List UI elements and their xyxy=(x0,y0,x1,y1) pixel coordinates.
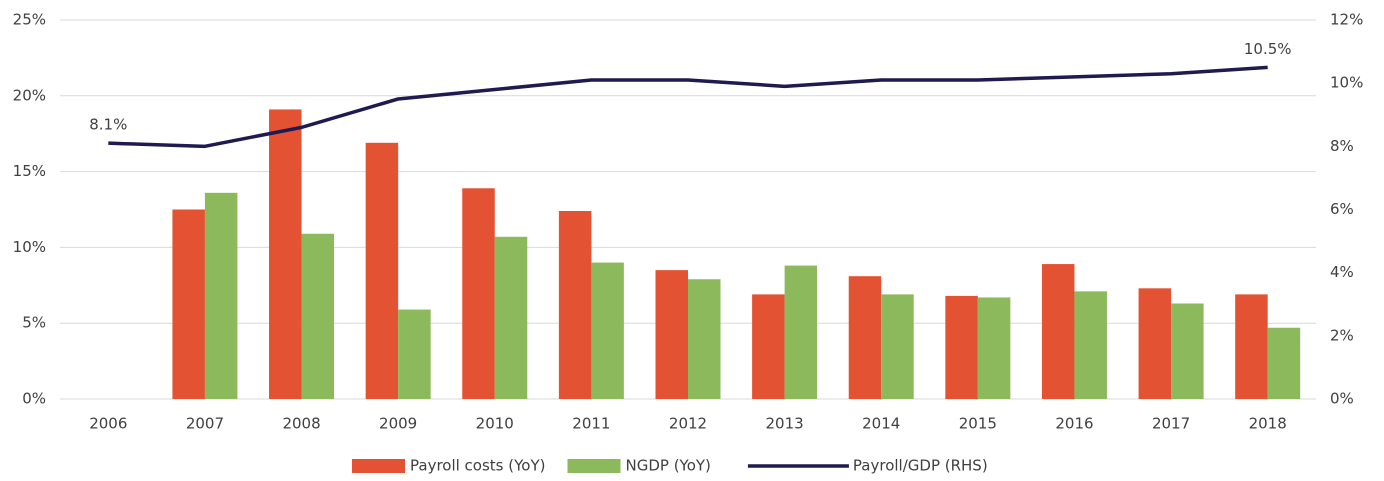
bar xyxy=(977,297,1011,399)
x-tick-label: 2012 xyxy=(669,415,707,433)
y2-tick-label: 10% xyxy=(1330,74,1363,92)
bar xyxy=(494,236,528,399)
bar xyxy=(784,265,818,399)
bar xyxy=(1235,294,1268,399)
x-tick-label: 2016 xyxy=(1055,415,1093,433)
bar xyxy=(462,188,495,399)
y-tick-label: 20% xyxy=(13,86,46,104)
bar xyxy=(398,309,431,399)
y-tick-label: 25% xyxy=(13,11,46,29)
bar xyxy=(1171,303,1204,399)
data-label: 8.1% xyxy=(89,116,127,134)
bar xyxy=(848,276,882,399)
x-tick-label: 2013 xyxy=(766,415,804,433)
bar xyxy=(172,209,205,399)
bar xyxy=(591,262,624,399)
line xyxy=(108,65,1268,149)
bar xyxy=(365,142,399,399)
x-tick-label: 2006 xyxy=(89,415,127,433)
x-tick-label: 2010 xyxy=(476,415,514,433)
y-tick-label: 15% xyxy=(13,162,46,180)
bar xyxy=(945,295,978,399)
x-tick-label: 2011 xyxy=(572,415,610,433)
y2-tick-label: 12% xyxy=(1330,11,1363,29)
y2-tick-label: 6% xyxy=(1330,200,1354,218)
x-tick-label: 2015 xyxy=(959,415,997,433)
x-tick-label: 2014 xyxy=(862,415,900,433)
bar xyxy=(269,109,302,399)
bar xyxy=(301,233,335,399)
bar xyxy=(204,192,238,399)
y-tick-label: 10% xyxy=(13,238,46,256)
y-tick-label: 0% xyxy=(22,390,46,408)
legend-label: NGDP (YoY) xyxy=(625,457,710,475)
y2-tick-label: 2% xyxy=(1330,326,1354,344)
legend-label: Payroll costs (YoY) xyxy=(410,457,545,475)
bar xyxy=(1074,291,1107,399)
bar xyxy=(558,211,592,399)
x-tick-label: 2009 xyxy=(379,415,417,433)
bar xyxy=(881,294,914,399)
x-tick-label: 2017 xyxy=(1152,415,1190,433)
legend-swatch xyxy=(567,459,621,473)
bar xyxy=(1267,327,1301,399)
bar xyxy=(655,270,688,399)
y-tick-label: 5% xyxy=(22,314,46,332)
x-tick-label: 2008 xyxy=(282,415,320,433)
data-label: 10.5% xyxy=(1244,40,1292,58)
x-tick-label: 2018 xyxy=(1249,415,1287,433)
y2-tick-label: 4% xyxy=(1330,263,1354,281)
bar xyxy=(688,279,721,399)
y2-tick-label: 8% xyxy=(1330,137,1354,155)
legend-label: Payroll/GDP (RHS) xyxy=(853,457,988,475)
bar xyxy=(1138,288,1172,399)
bar xyxy=(752,294,785,399)
legend-swatch xyxy=(352,459,405,473)
x-tick-label: 2007 xyxy=(186,415,224,433)
bar xyxy=(1041,264,1075,399)
y2-tick-label: 0% xyxy=(1330,390,1354,408)
